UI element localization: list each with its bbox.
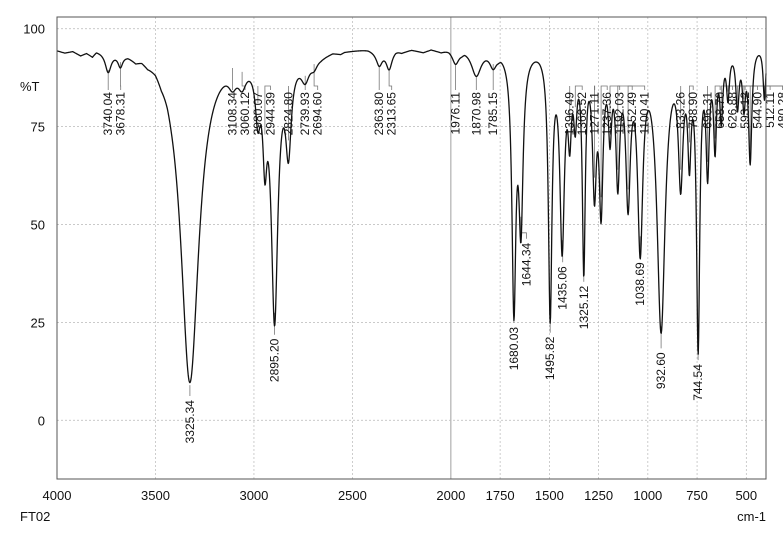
peak-label: 1644.34 bbox=[519, 242, 533, 286]
peak-label: 1680.03 bbox=[507, 327, 521, 371]
x-tick-label: 1500 bbox=[535, 488, 564, 503]
peak-label: 1100.41 bbox=[638, 92, 652, 135]
peak-label: 744.54 bbox=[691, 364, 705, 401]
peak-label: 2944.39 bbox=[263, 92, 277, 136]
y-axis-label: %T bbox=[20, 79, 40, 94]
x-tick-label: 1000 bbox=[633, 488, 662, 503]
peak-label: 932.60 bbox=[654, 352, 668, 389]
x-tick-label: 3500 bbox=[141, 488, 170, 503]
peak-label: 1976.11 bbox=[449, 92, 463, 135]
y-tick-label: 25 bbox=[31, 315, 45, 330]
y-tick-label: 50 bbox=[31, 218, 45, 233]
y-tick-label: 100 bbox=[23, 22, 45, 37]
grid-layer bbox=[57, 17, 766, 479]
x-tick-label: 500 bbox=[735, 488, 757, 503]
peak-label: 2694.60 bbox=[311, 92, 325, 136]
x-axis-label: cm-1 bbox=[737, 509, 766, 524]
peak-label: 2895.20 bbox=[268, 338, 282, 382]
y-tick-label: 0 bbox=[38, 413, 45, 428]
spectrum-line bbox=[57, 50, 766, 383]
plot-frame bbox=[57, 17, 766, 479]
x-tick-label: 750 bbox=[686, 488, 708, 503]
peak-leader bbox=[389, 70, 392, 90]
x-tick-label: 2500 bbox=[338, 488, 367, 503]
peak-label: 3325.34 bbox=[183, 400, 197, 444]
x-tick-label: 1250 bbox=[584, 488, 613, 503]
peak-label: 3678.31 bbox=[114, 92, 128, 136]
peak-label: 1785.15 bbox=[486, 92, 500, 136]
peak-label: 1495.82 bbox=[543, 336, 557, 380]
peak-label: 2824.80 bbox=[281, 92, 295, 136]
x-tick-label: 3000 bbox=[239, 488, 268, 503]
x-tick-label: 1750 bbox=[486, 488, 515, 503]
sample-label: FT02 bbox=[20, 509, 50, 524]
peak-label: 1870.98 bbox=[469, 92, 483, 136]
peak-label: 2313.65 bbox=[385, 92, 399, 136]
peak-label: 1325.12 bbox=[577, 285, 591, 329]
series-layer bbox=[57, 50, 766, 383]
peak-label: 788.90 bbox=[686, 92, 700, 129]
x-tick-label: 2000 bbox=[436, 488, 465, 503]
peak-label: 1435.06 bbox=[556, 266, 570, 310]
y-tick-label: 75 bbox=[31, 120, 45, 135]
peak-label: 480.28 bbox=[776, 92, 783, 129]
peak-label: 1038.69 bbox=[633, 262, 647, 306]
x-tick-label: 4000 bbox=[43, 488, 72, 503]
